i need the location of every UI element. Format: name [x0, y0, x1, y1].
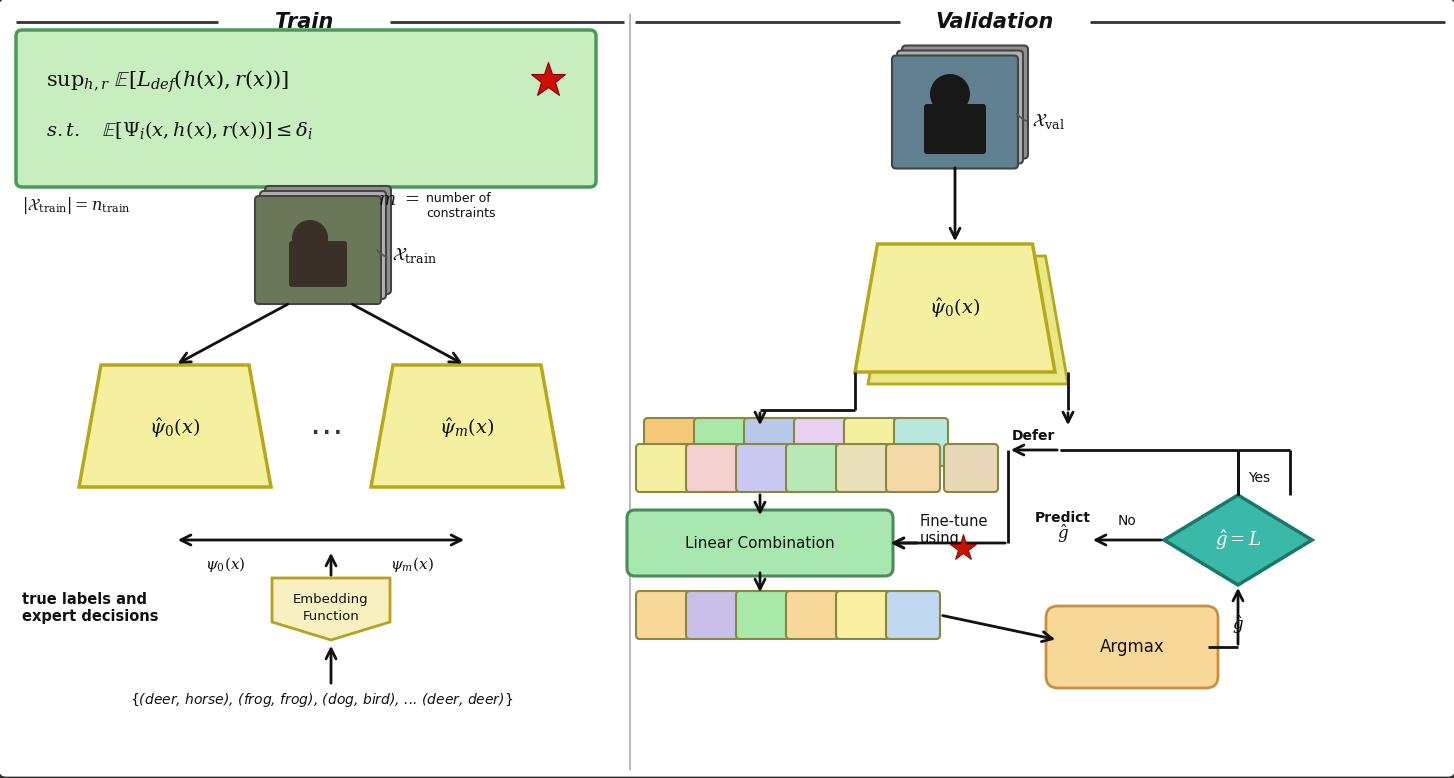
- FancyBboxPatch shape: [736, 591, 790, 639]
- FancyBboxPatch shape: [901, 45, 1028, 159]
- Text: $\hat{g}$: $\hat{g}$: [1057, 523, 1069, 545]
- FancyBboxPatch shape: [891, 55, 1018, 169]
- Polygon shape: [868, 256, 1069, 384]
- Text: number of: number of: [426, 192, 491, 205]
- FancyBboxPatch shape: [644, 418, 698, 466]
- Text: $\hat{g} = L$: $\hat{g} = L$: [1216, 528, 1261, 552]
- Text: $|\mathcal{X}_{\mathrm{train}}| = n_{\mathrm{train}}$: $|\mathcal{X}_{\mathrm{train}}| = n_{\ma…: [22, 194, 131, 216]
- Polygon shape: [1165, 495, 1312, 585]
- FancyBboxPatch shape: [744, 418, 798, 466]
- FancyBboxPatch shape: [794, 418, 848, 466]
- Text: Linear Combination: Linear Combination: [685, 535, 835, 551]
- Text: $\psi_m(x)$: $\psi_m(x)$: [390, 555, 433, 574]
- Text: $\hat{g}$: $\hat{g}$: [1232, 614, 1245, 636]
- FancyBboxPatch shape: [265, 186, 391, 294]
- FancyBboxPatch shape: [686, 444, 740, 492]
- Text: $\mathcal{X}_{\mathrm{val}}$: $\mathcal{X}_{\mathrm{val}}$: [1016, 111, 1064, 131]
- FancyBboxPatch shape: [944, 444, 997, 492]
- Polygon shape: [371, 365, 563, 487]
- Text: $m\ =$: $m\ =$: [378, 191, 419, 209]
- FancyBboxPatch shape: [1045, 606, 1218, 688]
- Text: $\hat{\psi}_0(x)$: $\hat{\psi}_0(x)$: [929, 296, 980, 320]
- FancyBboxPatch shape: [897, 51, 1024, 163]
- Text: $\psi_0(x)$: $\psi_0(x)$: [205, 555, 246, 574]
- FancyBboxPatch shape: [686, 591, 740, 639]
- FancyBboxPatch shape: [736, 444, 790, 492]
- Text: Yes: Yes: [1248, 471, 1271, 485]
- Text: Predict: Predict: [1035, 511, 1090, 525]
- Text: Fine-tune
using: Fine-tune using: [920, 513, 989, 546]
- Text: Validation: Validation: [936, 12, 1054, 32]
- Polygon shape: [855, 244, 1056, 372]
- FancyBboxPatch shape: [254, 196, 381, 304]
- FancyBboxPatch shape: [923, 104, 986, 154]
- FancyBboxPatch shape: [885, 591, 939, 639]
- FancyBboxPatch shape: [694, 418, 747, 466]
- Text: Train: Train: [275, 12, 333, 32]
- Circle shape: [931, 74, 970, 114]
- FancyBboxPatch shape: [289, 241, 348, 287]
- FancyBboxPatch shape: [16, 30, 596, 187]
- Circle shape: [292, 220, 329, 256]
- Text: $\mathcal{X}_{\mathrm{train}}$: $\mathcal{X}_{\mathrm{train}}$: [377, 245, 438, 265]
- Text: $s.t.\quad \mathbb{E}[\Psi_i(x, h(x), r(x))] \leq \delta_i$: $s.t.\quad \mathbb{E}[\Psi_i(x, h(x), r(…: [47, 119, 314, 141]
- Text: $\hat{\psi}_0(x)$: $\hat{\psi}_0(x)$: [150, 416, 201, 440]
- FancyBboxPatch shape: [627, 510, 893, 576]
- FancyBboxPatch shape: [787, 444, 840, 492]
- Text: Argmax: Argmax: [1099, 638, 1165, 656]
- FancyBboxPatch shape: [836, 444, 890, 492]
- Text: constraints: constraints: [426, 207, 496, 220]
- Text: $\{$(deer, horse), (frog, frog), (dog, bird), ... (deer, deer)$\}$: $\{$(deer, horse), (frog, frog), (dog, b…: [131, 691, 513, 709]
- FancyBboxPatch shape: [787, 591, 840, 639]
- FancyBboxPatch shape: [260, 191, 385, 299]
- Polygon shape: [272, 578, 390, 640]
- FancyBboxPatch shape: [894, 418, 948, 466]
- FancyBboxPatch shape: [885, 444, 939, 492]
- Text: Defer: Defer: [1012, 429, 1054, 443]
- Text: Embedding
Function: Embedding Function: [294, 593, 369, 623]
- Text: $\mathrm{sup}_{h,r}\ \mathbb{E}[L_{def}(h(x), r(x))]$: $\mathrm{sup}_{h,r}\ \mathbb{E}[L_{def}(…: [47, 68, 289, 95]
- Text: true labels and
expert decisions: true labels and expert decisions: [22, 592, 158, 625]
- Text: $\cdots$: $\cdots$: [310, 413, 340, 447]
- Text: No: No: [1118, 514, 1137, 528]
- FancyBboxPatch shape: [635, 591, 691, 639]
- Text: $\hat{\psi}_m(x)$: $\hat{\psi}_m(x)$: [439, 416, 494, 440]
- Polygon shape: [79, 365, 270, 487]
- FancyBboxPatch shape: [836, 591, 890, 639]
- FancyBboxPatch shape: [843, 418, 899, 466]
- FancyBboxPatch shape: [635, 444, 691, 492]
